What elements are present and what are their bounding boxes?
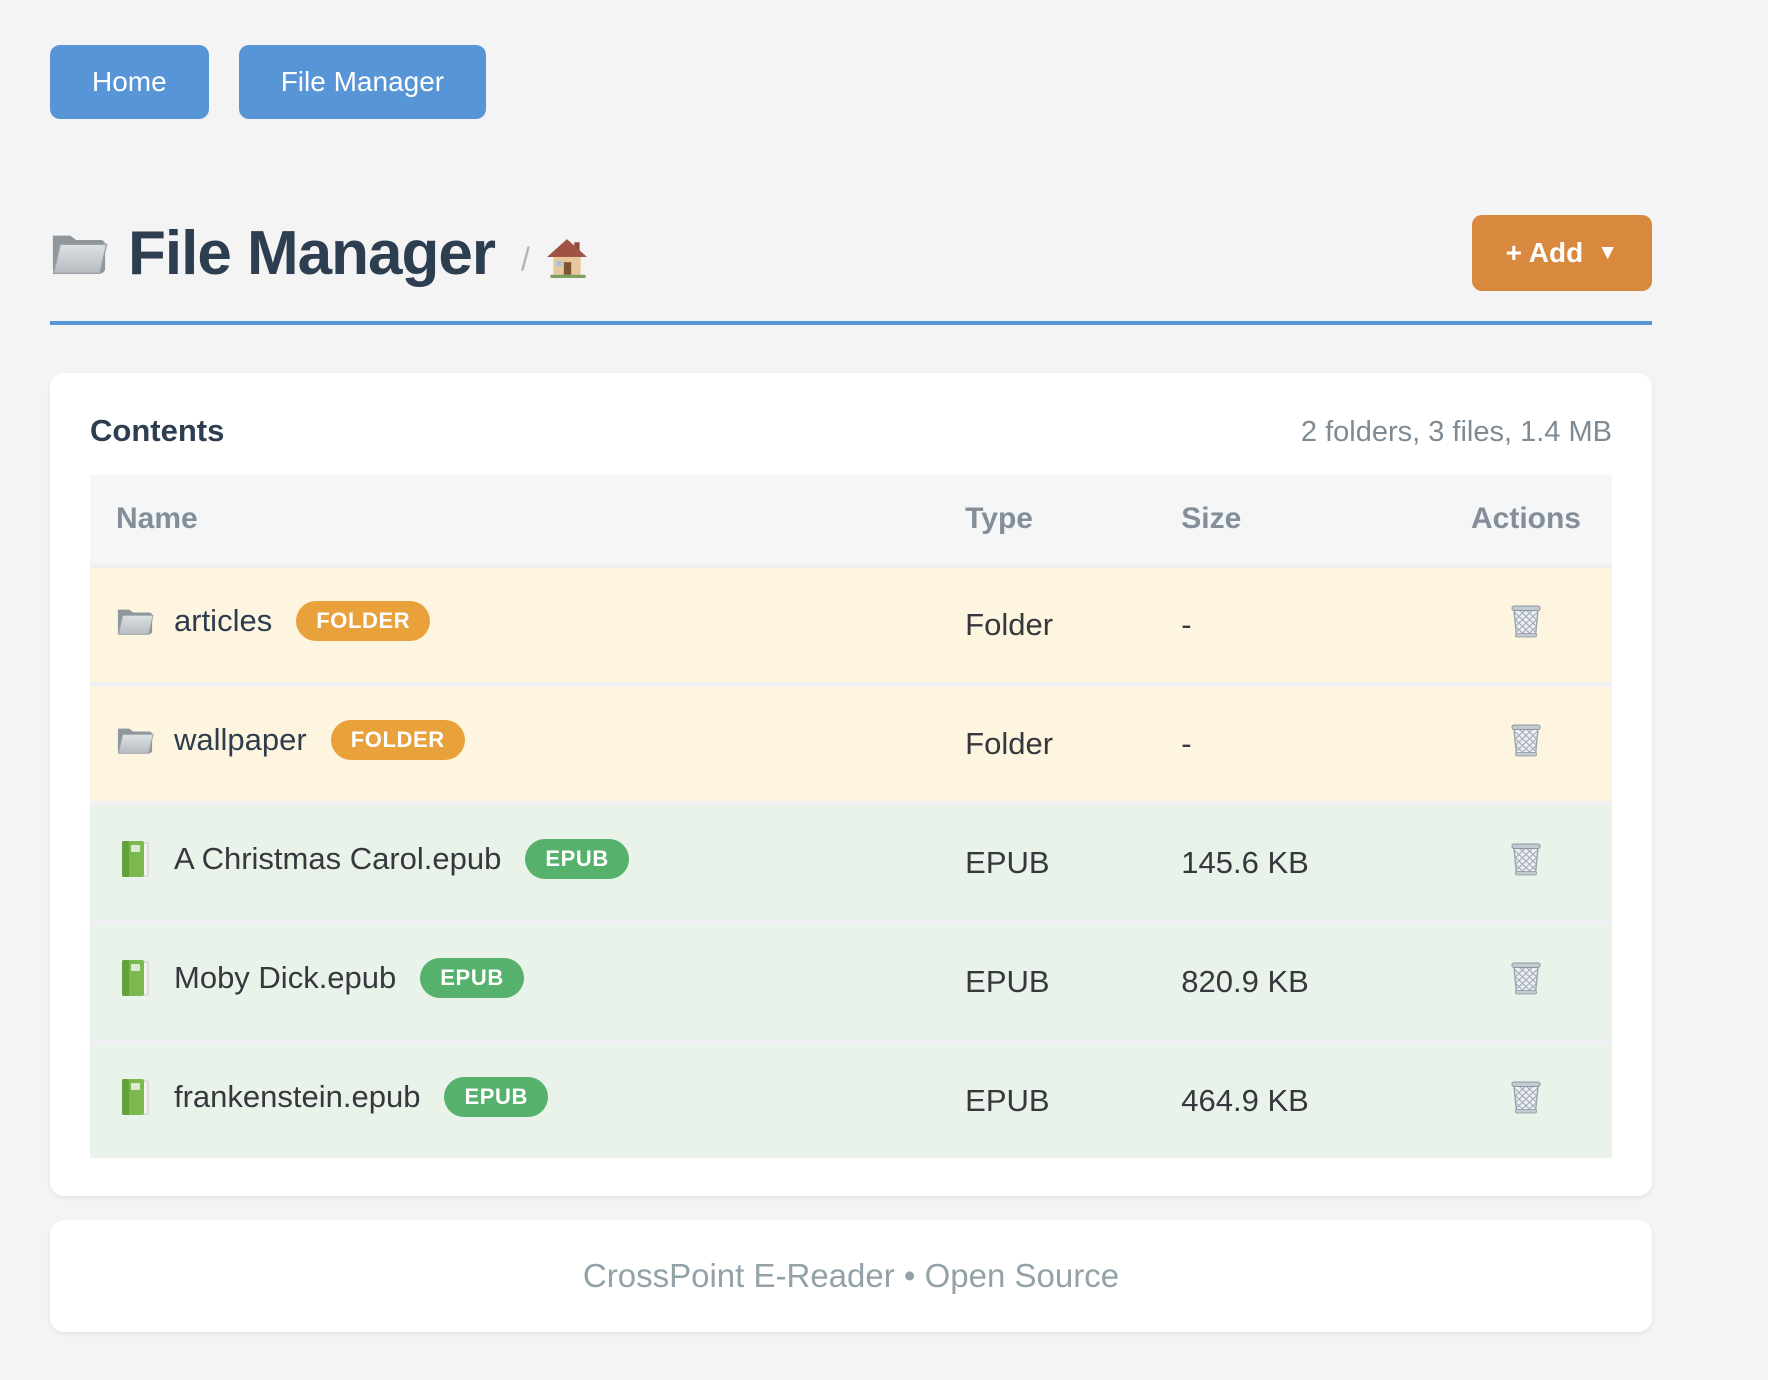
entry-link[interactable]: articles FOLDER xyxy=(116,601,431,641)
page-title: File Manager xyxy=(128,218,496,288)
delete-button[interactable] xyxy=(1508,839,1544,879)
type-badge: EPUB xyxy=(420,958,524,998)
entry-type: Folder xyxy=(965,607,1054,642)
footer-card: CrossPoint E-Reader • Open Source xyxy=(50,1220,1652,1332)
nav-home-button[interactable]: Home xyxy=(50,45,209,119)
entry-link[interactable]: frankenstein.epub EPUB xyxy=(116,1077,548,1117)
table-row: frankenstein.epub EPUB EPUB 464.9 KB xyxy=(90,1041,1612,1158)
entry-name: frankenstein.epub xyxy=(174,1079,421,1114)
type-badge: FOLDER xyxy=(296,601,431,641)
column-header-name: Name xyxy=(116,502,198,535)
chevron-down-icon: ▼ xyxy=(1597,241,1618,264)
entry-name: A Christmas Carol.epub xyxy=(174,841,502,876)
add-button-label: + Add xyxy=(1505,237,1584,268)
entry-size: 145.6 KB xyxy=(1181,845,1309,880)
breadcrumb-separator: / xyxy=(521,240,530,277)
entry-type: EPUB xyxy=(965,845,1050,880)
contents-heading: Contents xyxy=(90,413,225,448)
entry-size: 820.9 KB xyxy=(1181,964,1309,999)
trash-icon xyxy=(1508,720,1544,760)
table-row: A Christmas Carol.epub EPUB EPUB 145.6 K… xyxy=(90,803,1612,923)
house-icon[interactable] xyxy=(546,237,588,279)
trash-icon xyxy=(1508,839,1544,879)
entry-name: Moby Dick.epub xyxy=(174,960,397,995)
table-header-row: Name Type Size Actions xyxy=(90,475,1612,566)
trash-icon xyxy=(1508,958,1544,998)
type-badge: EPUB xyxy=(444,1077,548,1117)
folder-icon xyxy=(50,228,108,278)
contents-summary: 2 folders, 3 files, 1.4 MB xyxy=(1300,416,1612,448)
type-badge: EPUB xyxy=(525,839,629,879)
contents-card: Contents 2 folders, 3 files, 1.4 MB Name… xyxy=(50,373,1652,1196)
book-icon xyxy=(116,839,154,879)
trash-icon xyxy=(1508,601,1544,641)
entry-type: Folder xyxy=(965,726,1054,761)
entry-link[interactable]: A Christmas Carol.epub EPUB xyxy=(116,839,629,879)
table-row: wallpaper FOLDER Folder - xyxy=(90,684,1612,804)
page-header: File Manager / + Add ▼ xyxy=(50,215,1652,291)
entry-link[interactable]: wallpaper FOLDER xyxy=(116,720,465,760)
table-row: articles FOLDER Folder - xyxy=(90,565,1612,685)
book-icon xyxy=(116,1077,154,1117)
column-header-size: Size xyxy=(1181,502,1242,535)
entry-link[interactable]: Moby Dick.epub EPUB xyxy=(116,958,524,998)
entry-size: - xyxy=(1181,607,1192,642)
page-container: Home File Manager File Manager / + Add ▼… xyxy=(50,0,1652,1332)
footer-text: CrossPoint E-Reader • Open Source xyxy=(582,1257,1120,1294)
column-header-type: Type xyxy=(965,502,1033,535)
add-button[interactable]: + Add ▼ xyxy=(1471,215,1652,291)
type-badge: FOLDER xyxy=(330,720,465,760)
entry-name: wallpaper xyxy=(174,722,307,757)
delete-button[interactable] xyxy=(1508,1077,1544,1117)
delete-button[interactable] xyxy=(1508,958,1544,998)
column-header-actions: Actions xyxy=(1470,502,1581,535)
book-icon xyxy=(116,958,154,998)
delete-button[interactable] xyxy=(1508,601,1544,641)
entry-type: EPUB xyxy=(965,1083,1050,1118)
nav-file-manager-button[interactable]: File Manager xyxy=(238,45,487,119)
contents-card-header: Contents 2 folders, 3 files, 1.4 MB xyxy=(90,413,1612,449)
delete-button[interactable] xyxy=(1508,720,1544,760)
header-divider xyxy=(50,321,1652,325)
entry-size: - xyxy=(1181,726,1192,761)
folder-icon xyxy=(116,720,154,760)
folder-icon xyxy=(116,601,154,641)
entry-name: articles xyxy=(174,603,273,638)
file-table: Name Type Size Actions articles FOLDER F… xyxy=(90,475,1612,1158)
top-nav: Home File Manager xyxy=(50,0,1652,119)
entry-size: 464.9 KB xyxy=(1181,1083,1309,1118)
table-row: Moby Dick.epub EPUB EPUB 820.9 KB xyxy=(90,922,1612,1042)
trash-icon xyxy=(1508,1077,1544,1117)
entry-type: EPUB xyxy=(965,964,1050,999)
